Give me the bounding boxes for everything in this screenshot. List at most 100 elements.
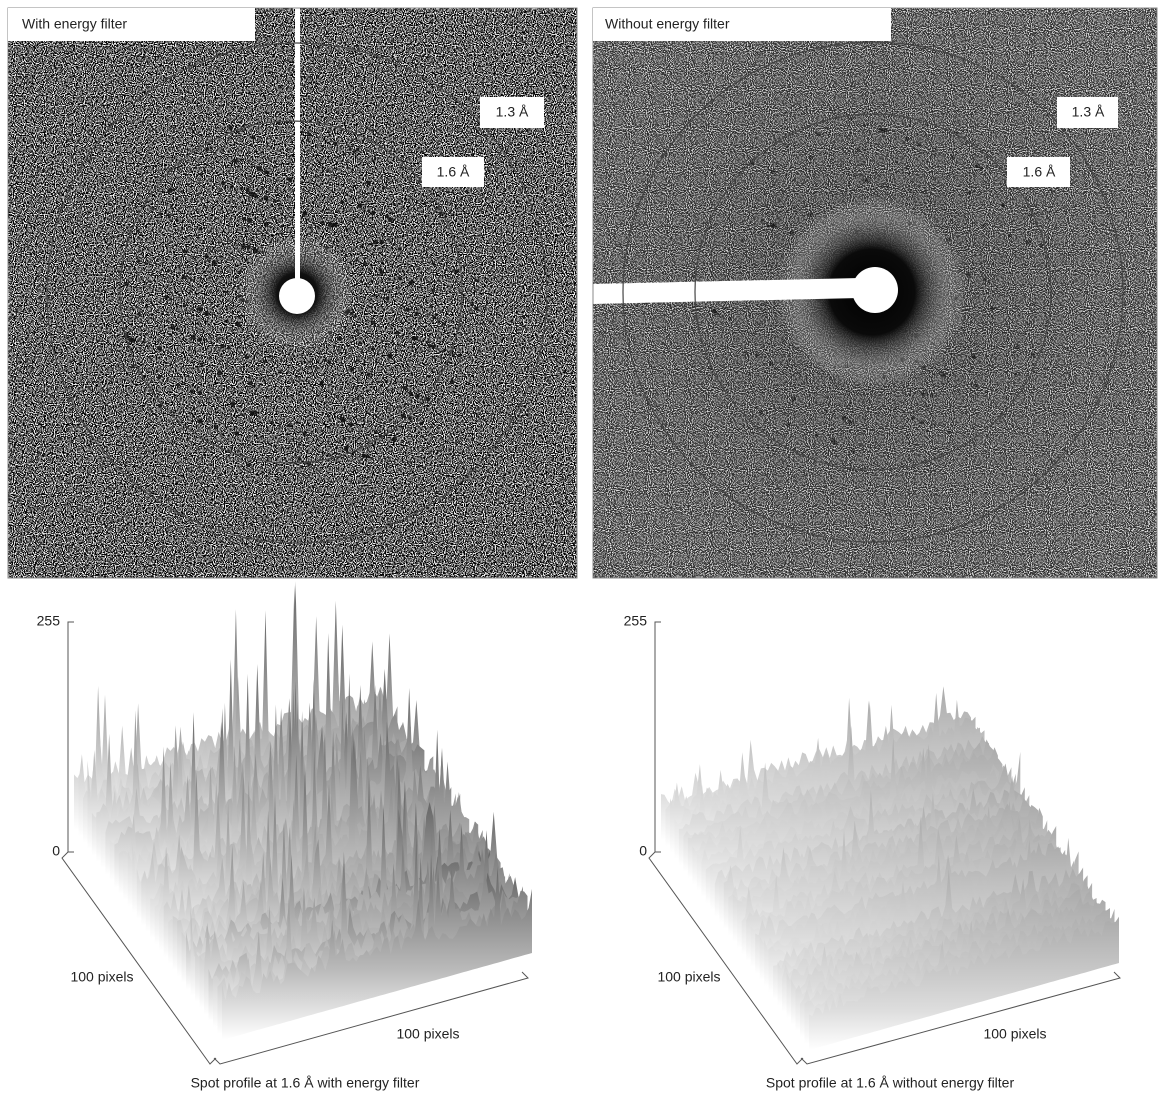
spot	[369, 456, 371, 458]
spot	[451, 379, 453, 381]
surface-plot: 255 0 100 pixels 100 pixels Spot profile…	[37, 581, 532, 1091]
spot	[442, 350, 445, 353]
spot	[204, 254, 208, 258]
spot	[471, 303, 474, 306]
spot	[257, 166, 262, 171]
spot	[428, 344, 431, 347]
spot	[967, 192, 969, 194]
spot	[190, 279, 192, 281]
spot	[334, 142, 338, 146]
spot	[1039, 244, 1043, 248]
spot	[241, 244, 246, 249]
spot	[326, 413, 328, 415]
spot	[251, 135, 255, 139]
spot	[288, 178, 292, 182]
spot	[1014, 373, 1017, 376]
spot	[848, 420, 853, 425]
z-tick-label: 255	[37, 613, 61, 629]
spot	[921, 392, 925, 396]
spot	[217, 290, 219, 292]
spot	[371, 129, 373, 131]
spot	[338, 337, 342, 341]
spot	[781, 255, 783, 257]
spot	[140, 233, 142, 235]
spot	[271, 421, 274, 424]
spot	[248, 381, 253, 386]
spot	[203, 338, 206, 341]
spot	[974, 384, 977, 387]
spot	[298, 457, 301, 460]
spot	[454, 269, 458, 273]
spot	[911, 417, 914, 420]
spot	[850, 117, 853, 120]
spot	[307, 132, 311, 136]
spot	[367, 372, 371, 376]
spot	[362, 454, 365, 457]
spot	[235, 431, 239, 435]
spot	[233, 159, 238, 164]
spot	[737, 182, 739, 184]
spot	[281, 232, 284, 235]
spot	[987, 365, 989, 367]
spot	[402, 306, 404, 308]
spot	[180, 164, 183, 167]
spot	[253, 193, 258, 198]
spot	[431, 345, 436, 350]
spot	[949, 375, 951, 377]
spot	[905, 167, 907, 169]
spot	[124, 282, 128, 286]
spot	[404, 198, 407, 201]
spot	[420, 421, 423, 424]
spot	[809, 212, 813, 216]
spot	[193, 199, 195, 201]
spot	[128, 337, 133, 342]
spot	[415, 394, 420, 399]
spot	[789, 231, 794, 236]
spot	[303, 211, 308, 216]
axis-label: 100 pixels	[396, 1026, 459, 1042]
spot	[432, 289, 435, 292]
spot	[728, 317, 732, 321]
spot	[935, 148, 938, 151]
spot	[158, 375, 162, 379]
spot	[229, 126, 233, 130]
spot	[224, 320, 227, 323]
spot	[433, 316, 437, 320]
spot	[171, 325, 176, 330]
spot	[761, 219, 764, 222]
spot	[401, 167, 403, 169]
spot	[176, 383, 180, 387]
spot	[345, 228, 348, 231]
spot	[356, 148, 360, 152]
spot	[145, 262, 148, 265]
spot	[778, 199, 781, 202]
spot	[746, 352, 749, 355]
spot	[183, 304, 186, 307]
spot	[243, 354, 245, 356]
spot	[252, 385, 254, 387]
spot	[373, 240, 378, 245]
spot	[864, 178, 869, 183]
spot	[854, 174, 856, 176]
spot	[230, 401, 235, 406]
spot	[350, 367, 354, 371]
spot	[220, 344, 225, 349]
spot	[385, 297, 389, 301]
spot	[207, 423, 209, 425]
spot	[345, 446, 349, 450]
spot	[379, 268, 382, 271]
spot	[982, 224, 985, 227]
spot	[831, 438, 836, 443]
spot	[791, 396, 796, 401]
spot	[842, 416, 847, 421]
spot	[458, 354, 461, 357]
spot	[143, 286, 145, 288]
spot	[349, 148, 352, 151]
spot	[221, 181, 226, 186]
spot	[1005, 397, 1007, 399]
axis-label: 100 pixels	[983, 1026, 1046, 1042]
spot	[857, 149, 861, 153]
spot	[227, 347, 230, 350]
spot	[173, 188, 176, 191]
spot	[240, 159, 242, 161]
